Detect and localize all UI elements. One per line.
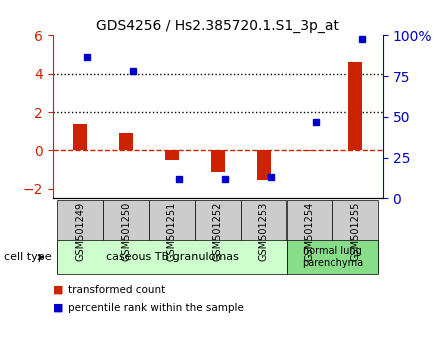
Text: GSM501251: GSM501251	[167, 201, 177, 261]
Text: ■: ■	[53, 285, 63, 295]
Bar	[303, 150, 316, 151]
Text: transformed count: transformed count	[68, 285, 165, 295]
Text: GSM501250: GSM501250	[121, 201, 131, 261]
Bar	[165, 150, 179, 160]
Title: GDS4256 / Hs2.385720.1.S1_3p_at: GDS4256 / Hs2.385720.1.S1_3p_at	[96, 19, 339, 33]
Bar	[348, 62, 362, 150]
Text: caseous TB granulomas: caseous TB granulomas	[106, 252, 238, 262]
Text: GSM501255: GSM501255	[350, 201, 360, 261]
Text: GSM501252: GSM501252	[213, 201, 223, 261]
Text: normal lung
parenchyma: normal lung parenchyma	[302, 246, 363, 268]
Bar	[211, 150, 225, 172]
Text: ■: ■	[53, 303, 63, 313]
Bar	[73, 124, 87, 150]
Text: GSM501249: GSM501249	[75, 201, 85, 261]
Text: percentile rank within the sample: percentile rank within the sample	[68, 303, 244, 313]
Bar	[119, 133, 133, 150]
Text: GSM501254: GSM501254	[304, 201, 315, 261]
Text: cell type: cell type	[4, 252, 52, 262]
Bar	[257, 150, 271, 180]
Text: GSM501253: GSM501253	[259, 201, 269, 261]
